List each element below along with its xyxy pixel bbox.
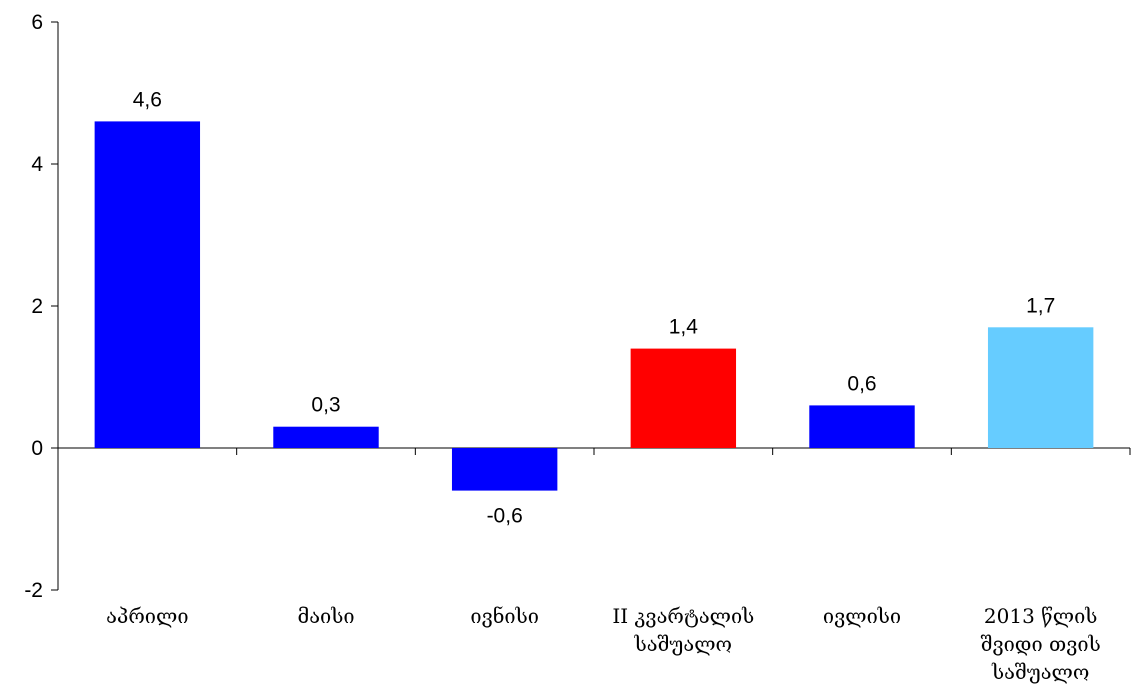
bar — [630, 348, 737, 448]
data-label: -0,6 — [487, 505, 523, 528]
y-tick-label: 0 — [31, 437, 43, 460]
x-tick-label: ივლისი — [823, 604, 901, 628]
data-label: 4,6 — [133, 88, 162, 111]
x-tick-label: საშუალო — [991, 660, 1089, 684]
bar — [987, 327, 1094, 448]
x-tick-label: ივნისი — [470, 604, 539, 628]
y-axis: -2 0 2 4 6 — [24, 11, 59, 602]
data-label: 1,7 — [1026, 294, 1055, 317]
bar — [451, 448, 558, 491]
x-axis — [57, 447, 1131, 455]
y-tick-label: -2 — [24, 579, 43, 602]
x-tick-label: II კვარტალის — [612, 604, 754, 628]
y-tick-label: 2 — [31, 295, 43, 318]
x-tick-label: აპრილი — [106, 604, 188, 628]
bars — [94, 121, 1094, 491]
bar — [809, 405, 915, 448]
category-labels: აპრილი მაისი ივნისი II კვარტალის საშუალო ივლი… — [106, 604, 1101, 684]
value-labels: 4,6 0,3 -0,6 1,4 0,6 1,7 — [133, 88, 1056, 527]
x-tick-label: შვიდი თვის — [981, 632, 1101, 656]
y-tick-label: 4 — [31, 153, 43, 176]
x-tick-label: 2013 წლის — [984, 604, 1098, 628]
data-label: 1,4 — [669, 316, 699, 339]
x-tick-label: მაისი — [297, 604, 354, 628]
x-tick-label: საშუალო — [634, 632, 732, 656]
data-label: 0,3 — [311, 394, 340, 417]
y-tick-label: 6 — [31, 11, 43, 34]
data-label: 0,6 — [847, 372, 876, 395]
bar — [273, 426, 379, 448]
bar — [94, 121, 201, 449]
